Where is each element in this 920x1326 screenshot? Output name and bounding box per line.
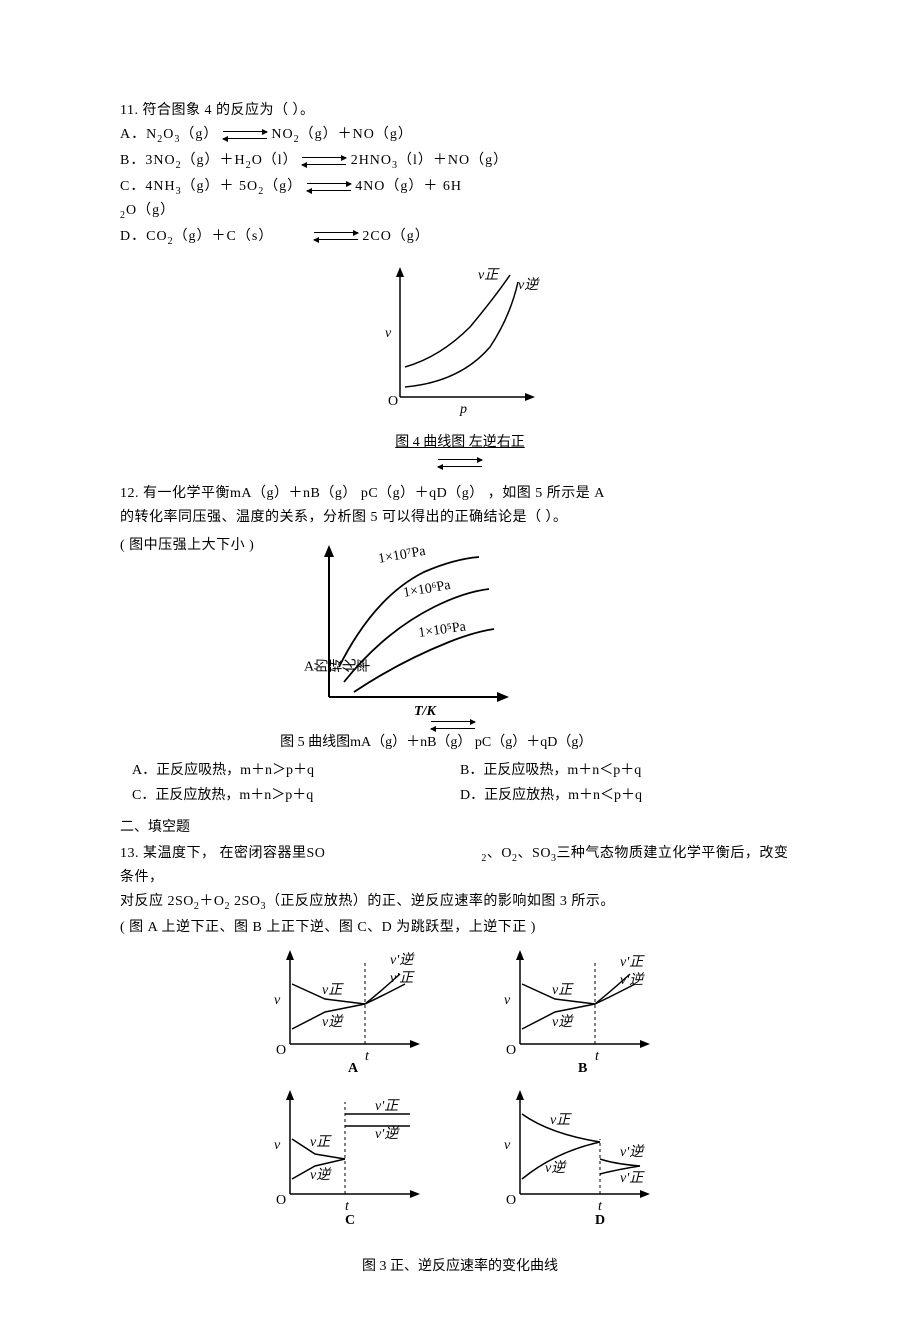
svg-text:v: v xyxy=(274,993,281,1008)
q12-optA: A．正反应吸热，m＋n＞p＋q xyxy=(120,760,460,782)
eq-arrow-icon xyxy=(438,457,482,469)
svg-text:v正: v正 xyxy=(310,1135,332,1150)
q13-stem3: ( 图 A 上逆下正、图 B 上正下逆、图 C、D 为跳跃型，上逆下正 ) xyxy=(120,917,800,939)
svg-text:v'正: v'正 xyxy=(390,971,415,986)
eq-arrow-icon xyxy=(307,181,351,193)
svg-text:O: O xyxy=(276,1193,286,1208)
q12-stem2: 的转化率同压强、温度的关系，分析图 5 可以得出的正确结论是（ ）。 xyxy=(120,507,800,529)
svg-text:O: O xyxy=(506,1193,516,1208)
fig3-panelD: O v t D v正 v逆 v'逆 v'正 xyxy=(490,1084,660,1224)
svg-text:O: O xyxy=(276,1043,286,1058)
svg-text:v'逆: v'逆 xyxy=(620,972,645,988)
fig4-origin: O xyxy=(388,394,398,409)
svg-text:v逆: v逆 xyxy=(545,1160,567,1176)
svg-text:t: t xyxy=(365,1049,370,1064)
q11-stem: 11. 符合图象 4 的反应为（ ）。 xyxy=(120,100,800,122)
svg-text:v逆: v逆 xyxy=(322,1014,344,1030)
svg-text:v'正: v'正 xyxy=(375,1099,400,1114)
fig4-ylabel: v xyxy=(385,326,392,341)
fig4-v2: v逆 xyxy=(518,277,540,293)
q12-stem3: ( 图中压强上大下小 ) xyxy=(120,531,254,557)
question-13: 13. 某温度下， 在密闭容器里SO 2、O2、SO3三种气态物质建立化学平衡后… xyxy=(120,843,800,1278)
q12-optD: D．正反应放热，m＋n＜p＋q xyxy=(460,785,800,807)
fig5-p1: 1×10⁷Pa xyxy=(377,544,427,567)
fig3-panelB: O v t B v正 v逆 v'正 v'逆 xyxy=(490,944,660,1074)
svg-text:O: O xyxy=(506,1043,516,1058)
fig5-caption: 图 5 曲线图mA（g）＋nB（g） pC（g）＋qD（g） xyxy=(120,732,800,754)
eq-arrow-icon xyxy=(223,129,267,141)
svg-text:B: B xyxy=(578,1061,587,1074)
question-12: 12. 有一化学平衡mA（g）＋nB（g） pC（g）＋qD（g） ，如图 5 … xyxy=(120,483,800,809)
svg-text:v: v xyxy=(504,993,511,1008)
svg-text:v: v xyxy=(504,1138,511,1153)
q13-stem2: 对反应 2SO2＋O2 2SO3（正反应放热）的正、逆反应速率的影响如图 3 所… xyxy=(120,891,800,915)
figure-5: A的转化率 T/K 1×10⁷Pa 1×10⁶Pa 1×10⁵Pa xyxy=(284,537,524,725)
q11-optA: A．N2O3（g） NO2（g）＋NO（g） xyxy=(120,124,800,148)
fig5-xlabel: T/K xyxy=(414,704,437,717)
eq-arrow-icon xyxy=(302,155,346,167)
eq-arrow-icon xyxy=(314,230,358,242)
svg-text:v: v xyxy=(274,1138,281,1153)
q13-stem1: 13. 某温度下， 在密闭容器里SO 2、O2、SO3三种气态物质建立化学平衡后… xyxy=(120,843,800,889)
svg-text:v逆: v逆 xyxy=(310,1167,332,1183)
q11-optB: B．3NO2（g）＋H2O（l） 2HNO3（l）＋NO（g） xyxy=(120,150,800,174)
svg-text:v'逆: v'逆 xyxy=(375,1126,400,1142)
figure-4: O v p v正 v逆 xyxy=(120,257,800,425)
svg-text:A: A xyxy=(348,1061,359,1074)
svg-text:t: t xyxy=(595,1049,600,1064)
fig4-v1: v正 xyxy=(478,268,500,283)
q12-options: A．正反应吸热，m＋n＞p＋q B．正反应吸热，m＋n＜p＋q C．正反应放热，… xyxy=(120,760,800,809)
svg-text:C: C xyxy=(345,1213,355,1224)
svg-text:D: D xyxy=(595,1213,605,1224)
q11-num: 11. xyxy=(120,103,142,118)
figure-3: O v t A v正 v逆 v'逆 v'正 xyxy=(120,944,800,1232)
fig3-panelA: O v t A v正 v逆 v'逆 v'正 xyxy=(260,944,430,1074)
svg-text:v'正: v'正 xyxy=(620,1171,645,1186)
svg-text:v'逆: v'逆 xyxy=(620,1144,645,1160)
svg-text:v正: v正 xyxy=(322,983,344,998)
svg-text:v'正: v'正 xyxy=(620,955,645,970)
svg-text:v'逆: v'逆 xyxy=(390,952,415,968)
q12-optB: B．正反应吸热，m＋n＜p＋q xyxy=(460,760,800,782)
q12-stem1: 12. 有一化学平衡mA（g）＋nB（g） pC（g）＋qD（g） ，如图 5 … xyxy=(120,483,800,505)
fig4-svg: O v p v正 v逆 xyxy=(370,257,550,417)
q11-optD: D．CO2（g）＋C（s） 2CO（g） xyxy=(120,226,430,250)
svg-text:v正: v正 xyxy=(552,983,574,998)
q11-text: 符合图象 4 的反应为（ ）。 xyxy=(142,103,314,118)
q12-optC: C．正反应放热，m＋n＞p＋q xyxy=(120,785,460,807)
question-11: 11. 符合图象 4 的反应为（ ）。 A．N2O3（g） NO2（g）＋NO（… xyxy=(120,100,800,475)
svg-text:t: t xyxy=(345,1199,350,1214)
fig3-panelC: O v t C v正 v逆 v'正 v'逆 xyxy=(260,1084,430,1224)
eq-arrow-icon xyxy=(431,719,475,731)
section-2-heading: 二、填空题 xyxy=(120,817,800,839)
fig4-caption: 图 4 曲线图 左逆右正 xyxy=(120,432,800,475)
svg-text:v正: v正 xyxy=(550,1113,572,1128)
fig4-xlabel: p xyxy=(459,402,467,417)
svg-text:t: t xyxy=(598,1199,603,1214)
svg-text:v逆: v逆 xyxy=(552,1014,574,1030)
fig5-ylabel: A的转化率 xyxy=(304,659,370,675)
q11-optC: C．4NH3（g）＋ 5O2（g） 4NO（g）＋ 6H 2O（g） xyxy=(120,176,800,224)
fig5-svg: A的转化率 T/K 1×10⁷Pa 1×10⁶Pa 1×10⁵Pa xyxy=(284,537,524,717)
fig3-caption: 图 3 正、逆反应速率的变化曲线 xyxy=(120,1256,800,1278)
